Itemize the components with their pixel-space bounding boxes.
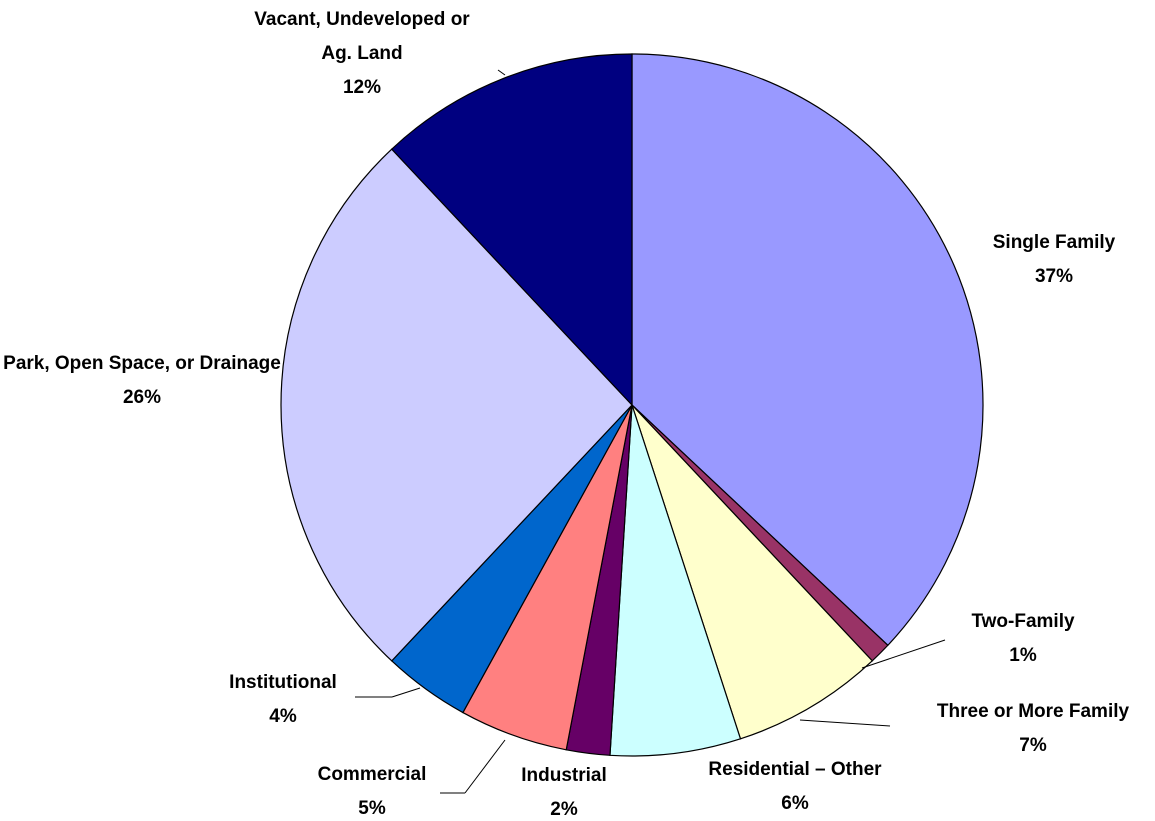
leader-line [464,739,506,794]
slice-label: Park, Open Space, or Drainage 26% [2,347,282,415]
leader-line [391,687,421,698]
category-label: Three or More Family [936,701,1130,722]
value-label: 1% [1009,645,1037,666]
leader-line [799,719,891,727]
slice-label: Two-Family 1% [923,605,1123,673]
slice-label: Residential – Other 6% [655,753,935,821]
slice-label: Institutional 4% [183,666,383,734]
category-label: Park, Open Space, or Drainage [3,353,281,374]
slice-label: Industrial 2% [484,759,644,821]
value-label: 7% [1019,735,1047,756]
pie-slice [390,53,633,407]
category-label: Institutional [229,672,337,693]
value-label: 2% [550,799,578,820]
category-label: Commercial [317,764,427,785]
slice-label: Three or More Family 7% [873,695,1155,763]
slice-label: Single Family 37% [954,226,1154,294]
pie-slice [631,404,874,740]
slice-label: Vacant, Undeveloped or Ag. Land 12% [247,3,477,105]
slice-label: Commercial 5% [272,758,472,821]
leader-line [861,639,946,669]
category-label: Vacant, Undeveloped or Ag. Land [254,9,470,64]
value-label: 4% [269,706,297,727]
pie-slice [280,148,633,662]
value-label: 12% [342,77,382,98]
pie-slice [631,53,984,647]
category-label: Industrial [521,765,607,786]
value-label: 26% [122,387,162,408]
leader-line [497,69,506,76]
value-label: 37% [1034,266,1074,287]
category-label: Residential – Other [708,759,882,780]
category-label: Two-Family [971,611,1075,632]
value-label: 5% [358,798,386,819]
category-label: Single Family [992,232,1116,253]
pie-slice [609,404,742,757]
value-label: 6% [781,793,809,814]
